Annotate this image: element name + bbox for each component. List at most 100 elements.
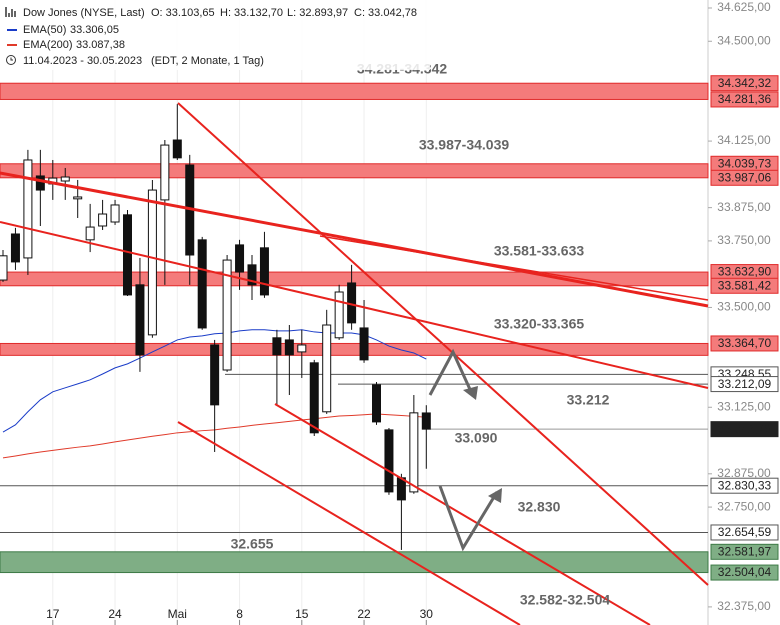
price-label: 33.987,06 [718, 170, 772, 184]
annotation: 33.212 [567, 392, 610, 408]
candle-body [309, 362, 319, 434]
zone [0, 163, 709, 179]
legend-value: 33.306,05 [70, 24, 119, 36]
x-tick-label: 17 [46, 607, 60, 621]
annotation: 33.581-33.633 [494, 243, 585, 259]
candle-body [247, 264, 257, 286]
front-layer: 1724Mai815223034.281-34.34233.987-34.039… [46, 61, 779, 621]
y-tick-label: 33.750,00 [717, 233, 771, 247]
zone [0, 82, 709, 100]
annotation: 32.655 [231, 536, 274, 552]
price-label: 33.364,70 [718, 336, 772, 350]
arrow-head [463, 386, 478, 400]
clock-icon [6, 55, 16, 65]
candle-body [0, 255, 8, 281]
candle-body [259, 247, 269, 296]
price-label: 32.581,97 [718, 544, 772, 558]
price-label: 32.504,04 [718, 565, 772, 579]
y-tick-label: 34.125,00 [717, 133, 771, 147]
arrow [428, 348, 475, 397]
ohlc-low: L: 32.893,97 [287, 7, 348, 19]
period-note: (EDT, 2 Monate, 1 Tag) [151, 55, 264, 67]
price-label-box [710, 376, 779, 393]
candle-body [322, 324, 332, 413]
price-label: 33.042,78 [718, 422, 772, 436]
candle-body [110, 204, 120, 223]
x-tick-label: 15 [295, 607, 309, 621]
trend-line [0, 221, 709, 389]
y-tick-label: 32.875,00 [717, 466, 771, 480]
y-tick-label: 34.625,00 [717, 0, 771, 14]
chart-title: Dow Jones (NYSE, Last) [23, 7, 145, 19]
y-tick-label: 33.500,00 [717, 300, 771, 314]
candle-body [372, 384, 381, 423]
candle-body [123, 214, 132, 296]
candle-body [197, 239, 207, 329]
x-tick-label: Mai [168, 607, 187, 621]
candle-body [172, 139, 182, 159]
annotation: 33.987-34.039 [419, 137, 510, 153]
candle-body [23, 159, 33, 259]
candle-body [235, 244, 245, 273]
candle-body [297, 344, 307, 353]
price-label: 33.632,90 [718, 265, 772, 279]
price-label-box [710, 543, 779, 560]
trend-lines [0, 102, 709, 625]
candle-body [98, 213, 108, 227]
arrows [428, 348, 502, 552]
price-label-box [710, 169, 779, 186]
candle-body [135, 284, 145, 356]
ema-line [2, 329, 427, 433]
candle-body [359, 327, 369, 361]
marks-layer [0, 104, 431, 550]
y-tick-label: 33.125,00 [717, 399, 771, 413]
header: Dow Jones (NYSE, Last) O: 33.103,65 H: 3… [0, 0, 430, 70]
x-tick-label: 30 [420, 607, 434, 621]
annotation: 33.090 [455, 430, 498, 446]
candle-body [35, 175, 45, 191]
price-label: 34.039,73 [718, 156, 772, 170]
ohlc-open: O: 33.103,65 [151, 7, 215, 19]
trend-line [0, 171, 709, 308]
legend-label: EMA(50) [23, 24, 66, 36]
trend-line [177, 421, 521, 625]
candle-body [409, 412, 419, 493]
price-label-box [710, 91, 779, 108]
price-label-box [710, 277, 779, 294]
candle-body [272, 337, 282, 356]
x-tick-label: 24 [108, 607, 122, 621]
price-label-box [710, 421, 779, 438]
candle-body [10, 233, 20, 263]
trend-line [177, 102, 709, 586]
chart-icon [5, 7, 16, 17]
arrow [438, 485, 499, 552]
ohlc-high: H: 33.132,70 [220, 7, 283, 19]
price-label: 33.212,09 [718, 377, 772, 391]
price-label-box [710, 477, 779, 494]
candle-body [60, 176, 70, 182]
candle-body [85, 226, 95, 241]
zone [0, 342, 709, 356]
candle-body [384, 429, 394, 493]
y-tick-label: 32.750,00 [717, 499, 771, 513]
candle-body [222, 259, 232, 371]
candle-body [73, 196, 83, 200]
y-tick-label: 34.500,00 [717, 33, 771, 47]
candle-body [284, 339, 294, 356]
clock-hands [10, 57, 13, 61]
trend-line [274, 403, 651, 625]
annotation: 32.582-32.504 [520, 592, 611, 608]
candle-body [147, 189, 157, 336]
candle-body [334, 291, 344, 339]
price-label-box [710, 335, 779, 352]
y-tick-label: 32.375,00 [717, 599, 771, 613]
price-label-box [710, 524, 779, 541]
arrow-head [488, 488, 502, 503]
price-label: 32.654,59 [718, 525, 772, 539]
candle-body [421, 412, 431, 430]
y-tick-label: 33.875,00 [717, 200, 771, 214]
zone [0, 551, 709, 574]
x-tick-label: 22 [357, 607, 371, 621]
